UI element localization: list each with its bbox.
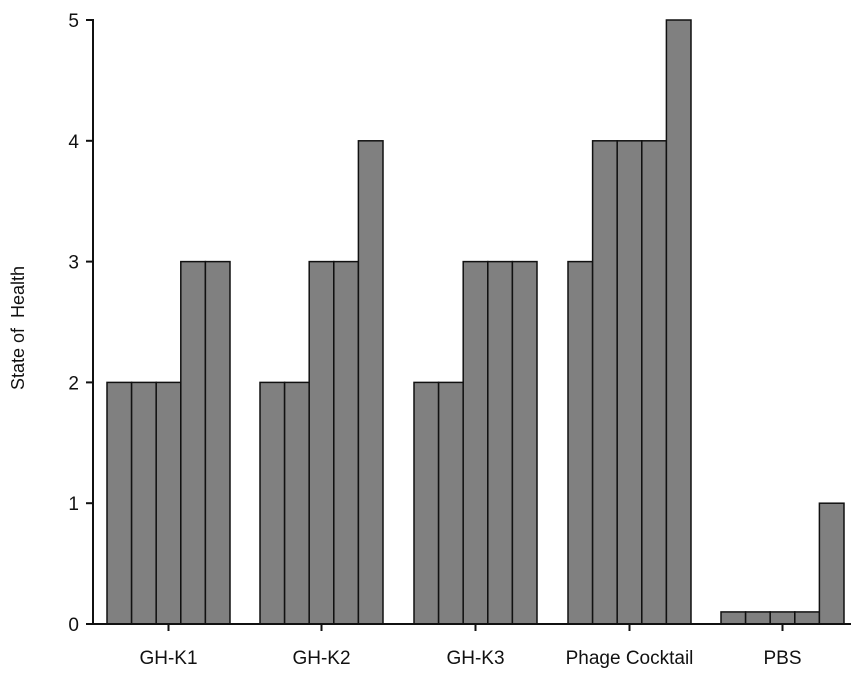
bar xyxy=(106,381,133,625)
y-tick-label: 3 xyxy=(68,253,79,274)
bar xyxy=(259,381,286,625)
bar xyxy=(665,19,692,625)
bars-layer xyxy=(106,19,845,625)
x-tick-label: PBS xyxy=(763,648,801,669)
x-tick-label: GH-K2 xyxy=(292,648,350,669)
y-ticks: 0 1 2 3 4 5 xyxy=(68,11,93,636)
axes-layer xyxy=(92,19,851,625)
bar xyxy=(180,260,207,625)
bar xyxy=(591,140,618,625)
bar xyxy=(744,611,771,625)
y-tick-label: 5 xyxy=(68,11,79,32)
y-tick-label: 0 xyxy=(68,615,79,636)
x-tick-label: GH-K1 xyxy=(139,648,197,669)
bar xyxy=(308,260,335,625)
bar xyxy=(567,260,594,625)
bar xyxy=(437,381,464,625)
bar xyxy=(413,381,440,625)
bar xyxy=(283,381,310,625)
bar xyxy=(155,381,182,625)
bar xyxy=(357,140,384,625)
bar xyxy=(204,260,231,625)
bar xyxy=(641,140,668,625)
bar xyxy=(462,260,489,625)
bar xyxy=(720,611,747,625)
x-tick-label: Phage Cocktail xyxy=(566,648,694,669)
bar xyxy=(511,260,538,625)
bar xyxy=(130,381,157,625)
y-tick-label: 1 xyxy=(68,494,79,515)
y-tick-label: 2 xyxy=(68,373,79,394)
bar xyxy=(616,140,643,625)
x-ticks: GH-K1 GH-K2 GH-K3 Phage Cocktail PBS xyxy=(139,624,802,669)
bar xyxy=(794,611,821,625)
bar xyxy=(333,260,360,625)
bar xyxy=(818,502,845,625)
bar xyxy=(487,260,514,625)
y-tick-label: 4 xyxy=(68,132,79,153)
bar xyxy=(769,611,796,625)
y-axis-title: State of Health xyxy=(8,266,28,390)
x-tick-label: GH-K3 xyxy=(446,648,504,669)
